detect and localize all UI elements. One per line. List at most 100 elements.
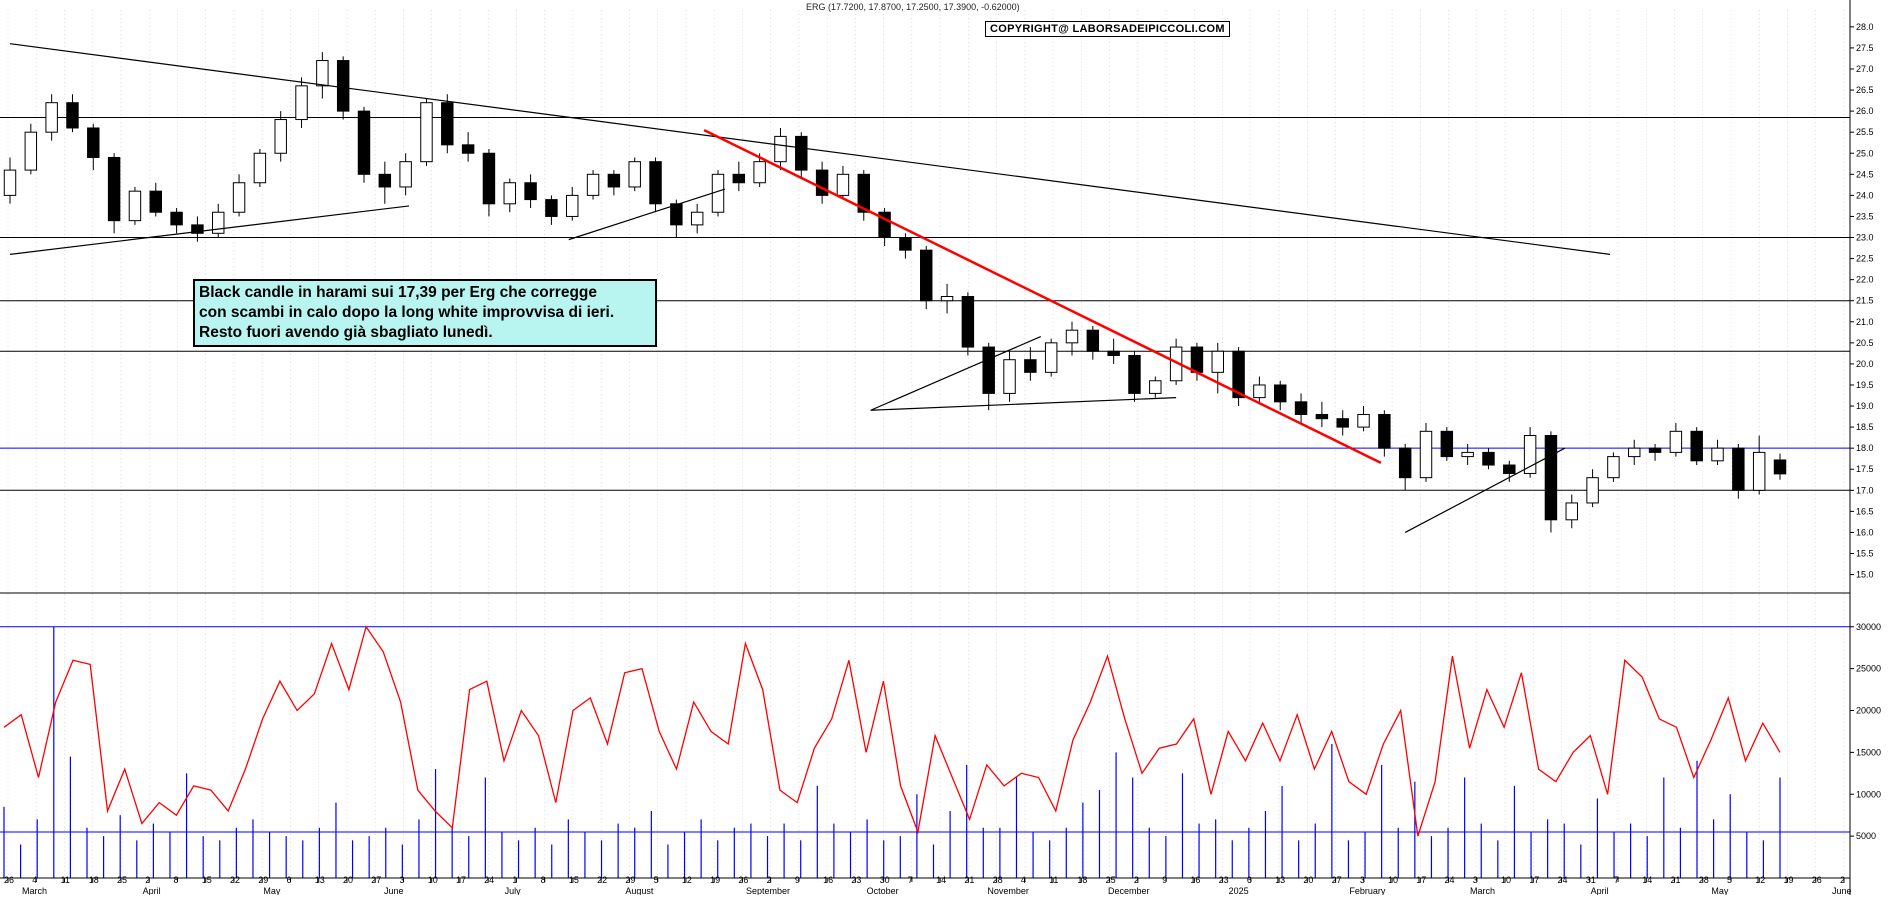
candle-body-0 <box>3 169 17 196</box>
x-day-label-15: 10 <box>428 875 438 885</box>
x-day-label-51: 24 <box>1445 875 1455 885</box>
x-day-label-2: 11 <box>60 875 69 885</box>
x-day-label-50: 17 <box>1416 875 1426 885</box>
candle-body-4 <box>87 127 100 158</box>
price-tick-label-21: 25.5 <box>1856 127 1874 137</box>
price-tick-label-22: 26.0 <box>1856 106 1874 116</box>
candle-body-9 <box>191 224 204 234</box>
candle-body-25 <box>524 182 537 201</box>
candle-body-67 <box>1398 447 1412 479</box>
x-day-label-58: 14 <box>1642 875 1652 885</box>
x-day-label-13: 27 <box>371 875 381 885</box>
volume-tick-label-4: 25000 <box>1856 664 1881 674</box>
candle-body-47 <box>982 346 995 394</box>
price-tick-label-4: 17.0 <box>1856 485 1874 495</box>
candle-body-73 <box>1523 435 1537 474</box>
x-day-label-32: 7 <box>908 875 913 885</box>
trendline-2 <box>568 188 726 241</box>
x-day-label-36: 4 <box>1021 875 1026 885</box>
x-month-label-3: June <box>384 886 404 895</box>
candle-body-63 <box>1315 413 1329 420</box>
annotation-line-1: Black candle in harami sui 17,39 per Erg… <box>199 284 598 301</box>
x-day-label-6: 8 <box>173 875 178 885</box>
candle-body-58 <box>1211 350 1224 373</box>
x-day-label-25: 19 <box>710 875 720 885</box>
price-tick-label-2: 16.0 <box>1856 527 1874 537</box>
candle-body-11 <box>232 182 246 213</box>
volume-layer <box>0 625 1850 878</box>
price-tick-label-13: 21.5 <box>1856 296 1874 306</box>
candle-body-50 <box>1044 342 1058 373</box>
candle-body-13 <box>274 119 287 154</box>
candle-body-72 <box>1503 464 1516 474</box>
x-day-label-61: 5 <box>1727 875 1732 885</box>
x-day-label-17: 24 <box>484 875 494 885</box>
x-day-label-57: 7 <box>1614 875 1619 885</box>
price-tick-label-23: 26.5 <box>1856 85 1874 95</box>
candle-body-84 <box>1752 451 1766 491</box>
candle-body-49 <box>1024 359 1037 373</box>
candle-body-44 <box>920 249 933 302</box>
price-tick-label-3: 16.5 <box>1856 506 1874 516</box>
x-month-label-15: June <box>1832 886 1852 895</box>
x-day-label-14: 3 <box>399 875 404 885</box>
x-day-label-53: 10 <box>1501 875 1511 885</box>
trendline-0 <box>9 43 1611 255</box>
x-day-label-55: 24 <box>1558 875 1568 885</box>
candle-body-24 <box>503 182 516 205</box>
x-day-label-64: 26 <box>1812 875 1822 885</box>
candle-body-27 <box>566 194 579 217</box>
ticker-info: ERG (17.7200, 17.8700, 17.2500, 17.3900,… <box>806 2 1020 12</box>
candle-body-5 <box>107 156 121 222</box>
price-tick-label-6: 18.0 <box>1856 443 1874 453</box>
volume-tick-label-5: 30000 <box>1856 622 1881 632</box>
x-day-label-4: 25 <box>117 875 127 885</box>
x-day-label-5: 2 <box>145 875 150 885</box>
x-month-label-10: 2025 <box>1229 886 1249 895</box>
price-tick-label-5: 17.5 <box>1856 464 1874 474</box>
candle-body-34 <box>711 173 725 213</box>
x-day-label-12: 20 <box>343 875 353 885</box>
price-tick-label-12: 21.0 <box>1856 317 1874 327</box>
x-day-label-56: 31 <box>1586 875 1596 885</box>
candle-body-79 <box>1648 447 1662 453</box>
x-day-label-43: 23 <box>1219 875 1229 885</box>
price-tick-label-11: 20.5 <box>1856 338 1874 348</box>
candle-body-51 <box>1065 329 1079 344</box>
candle-body-83 <box>1732 447 1745 491</box>
x-day-label-11: 13 <box>315 875 325 885</box>
x-day-label-3: 18 <box>89 875 99 885</box>
candle-body-31 <box>649 161 662 205</box>
candle-body-52 <box>1086 329 1100 352</box>
volume-tick-label-3: 20000 <box>1856 706 1881 716</box>
price-tick-label-17: 23.5 <box>1856 211 1874 221</box>
trendline-4 <box>870 335 1042 411</box>
trendline-6 <box>1404 447 1566 533</box>
candle-body-76 <box>1586 477 1599 504</box>
x-day-label-47: 27 <box>1332 875 1342 885</box>
x-month-label-5: August <box>625 886 654 895</box>
x-day-label-59: 21 <box>1671 875 1681 885</box>
candle-body-77 <box>1607 456 1620 479</box>
price-tick-label-7: 18.5 <box>1856 422 1874 432</box>
x-day-label-34: 21 <box>964 875 974 885</box>
x-day-label-54: 17 <box>1529 875 1539 885</box>
candle-body-7 <box>149 190 162 213</box>
annotation-line-2: con scambi in calo dopo la long white im… <box>199 304 615 321</box>
volume-tick-label-0: 5000 <box>1856 831 1876 841</box>
candle-body-10 <box>212 211 225 234</box>
trendline-3 <box>703 128 1382 465</box>
candle-body-81 <box>1690 430 1703 462</box>
candle-body-33 <box>690 211 704 226</box>
x-day-label-8: 22 <box>230 875 240 885</box>
price-tick-label-10: 20.0 <box>1856 359 1874 369</box>
candle-body-48 <box>1003 359 1016 394</box>
x-day-label-20: 15 <box>569 875 579 885</box>
candle-body-74 <box>1544 435 1558 521</box>
x-day-label-49: 10 <box>1388 875 1398 885</box>
x-day-label-35: 28 <box>993 875 1003 885</box>
candle-body-62 <box>1294 401 1308 415</box>
candle-body-69 <box>1440 430 1454 458</box>
copyright-label: COPYRIGHT@ LABORSADEIPICCOLI.COM <box>985 21 1230 37</box>
candle-body-54 <box>1128 354 1141 394</box>
